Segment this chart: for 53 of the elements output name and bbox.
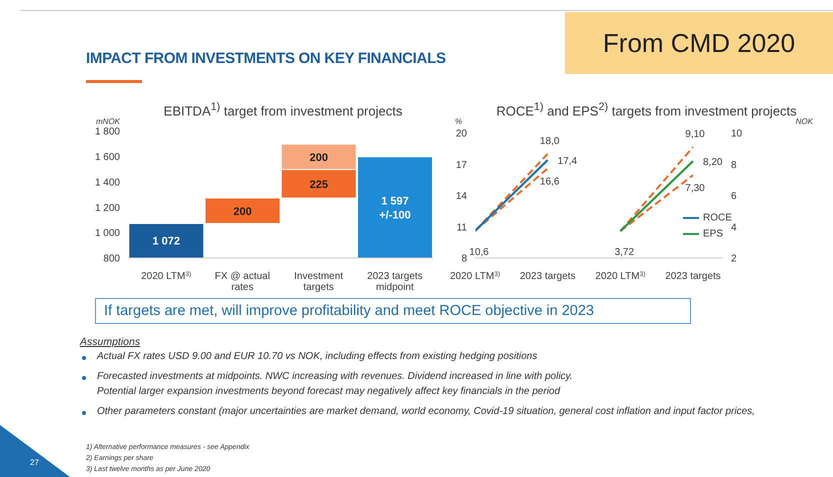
data-label: 9,10: [685, 129, 706, 140]
data-label: 225: [310, 178, 328, 191]
x-tick-label: 2023 targets: [665, 271, 721, 282]
text: From CMD 2020: [565, 12, 833, 74]
x-tick-label: 2023 targets midpoint: [367, 271, 423, 293]
chart-title: EBITDA$^{1)}$ target from investment projects: [162, 101, 404, 118]
data-label: 17,4: [558, 156, 578, 168]
y2-tick-label: 8: [731, 160, 737, 171]
text: IMPACT FROM INVESTMENTS ON KEY FINANCIALS: [86, 50, 446, 67]
text: Actual FX rates USD 9.00 and EUR 10.70 vs NOK, including effects from existing hedging positions: [97, 351, 538, 362]
legend-label: EPS: [703, 228, 724, 240]
x-tick-label: 2023 targets: [520, 271, 576, 282]
x-tick-label: Investment targets: [294, 271, 344, 293]
data-label: 1 072: [152, 236, 180, 248]
y-tick-label: 14: [456, 191, 468, 202]
y2-axis-title: NOK: [796, 117, 813, 126]
x-tick-label: 2020 LTM$^{3)}$: [595, 270, 646, 282]
text: Other parameters constant (major uncertainties are market demand, world economy, Covid-19 situation, general cost inflation and input factor prices,: [97, 406, 755, 417]
data-label: 10,6: [469, 246, 490, 258]
y2-tick-label: 10: [731, 128, 743, 140]
y2-tick-label: 6: [731, 191, 737, 202]
legend-label: ROCE: [703, 212, 732, 224]
y-tick-label: 1 600: [94, 152, 120, 163]
y2-tick-label: 4: [731, 222, 737, 234]
y-tick-label: 20: [456, 128, 468, 140]
y-tick-label: 17: [456, 160, 468, 171]
text: Assumptions: [80, 336, 140, 348]
x-tick-label: 2020 LTM$^{3)}$: [450, 270, 500, 282]
y-tick-label: 1 000: [94, 228, 120, 240]
data-label: 8,20: [703, 157, 723, 168]
y-tick-label: 11: [456, 222, 468, 234]
data-label: 7,30: [685, 183, 706, 194]
data-label: 200: [310, 152, 328, 164]
data-label: 16,6: [540, 176, 560, 188]
text: Forecasted investments at midpoints. NWC increasing with revenues. Dividend increased in line with policy.: [97, 371, 573, 382]
data-label: 1 597 +/-100: [379, 195, 411, 222]
x-tick-label: 2020 LTM$^{3)}$: [141, 270, 192, 282]
y-tick-label: 800: [103, 254, 120, 265]
y-tick-label: 1 200: [94, 202, 120, 214]
data-label: 200: [233, 206, 252, 218]
y-axis-title: %: [455, 117, 462, 126]
data-label: 18,0: [540, 136, 560, 147]
y-tick-label: 1 400: [94, 177, 120, 188]
y-tick-label: 1 800: [94, 126, 120, 138]
chart-title: ROCE$^{1)}$ and EPS$^{2)}$ targets from investment projects: [495, 101, 797, 118]
text: 27: [30, 458, 39, 467]
y-axis-title: mNOK: [96, 117, 120, 126]
text: If targets are met, will improve profitability and meet ROCE objective in 2023: [95, 298, 691, 324]
y2-tick-label: 2: [731, 254, 737, 265]
data-label: 3,72: [614, 247, 634, 258]
x-tick-label: FX @ actual rates: [214, 271, 270, 293]
text: Potential larger expansion investments beyond forecast may negatively affect key financials in the period: [97, 386, 560, 397]
y-tick-label: 8: [461, 254, 468, 265]
